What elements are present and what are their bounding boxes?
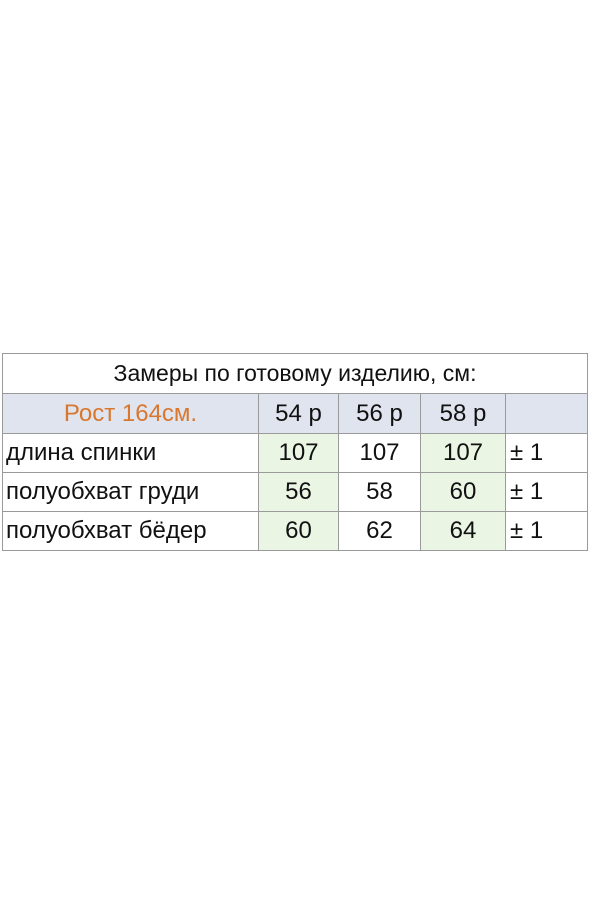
table-row: полуобхват груди 56 58 60 ± 1: [2, 472, 589, 512]
value-cell: 107: [338, 433, 421, 473]
row-label: длина спинки: [2, 433, 259, 473]
table-row: длина спинки 107 107 107 ± 1: [2, 433, 589, 473]
value-cell: 60: [420, 472, 506, 512]
header-empty-cell: [504, 393, 589, 434]
table-title-row: Замеры по готовому изделию, см:: [1, 353, 589, 394]
height-label: Рост 164см.: [2, 393, 259, 434]
value-cell: 64: [420, 511, 506, 551]
value-cell: 56: [258, 472, 339, 512]
size-header: 56 р: [338, 393, 421, 434]
size-header: 58 р: [420, 393, 506, 434]
table-header-row: Рост 164см. 54 р 56 р 58 р: [2, 393, 589, 434]
size-header: 54 р: [258, 393, 339, 434]
tolerance-cell: ± 1: [504, 472, 589, 512]
tolerance-cell: ± 1: [504, 433, 589, 473]
value-cell: 107: [420, 433, 506, 473]
tolerance-cell: ± 1: [504, 511, 589, 551]
value-cell: 58: [338, 472, 421, 512]
table-row: полуобхват бёдер 60 62 64 ± 1: [2, 511, 589, 551]
value-cell: 60: [258, 511, 339, 551]
value-cell: 62: [338, 511, 421, 551]
table-title: Замеры по готовому изделию, см:: [1, 353, 589, 394]
row-label: полуобхват бёдер: [2, 511, 259, 551]
size-table: Замеры по готовому изделию, см: Рост 164…: [1, 353, 589, 551]
row-label: полуобхват груди: [2, 472, 259, 512]
value-cell: 107: [258, 433, 339, 473]
